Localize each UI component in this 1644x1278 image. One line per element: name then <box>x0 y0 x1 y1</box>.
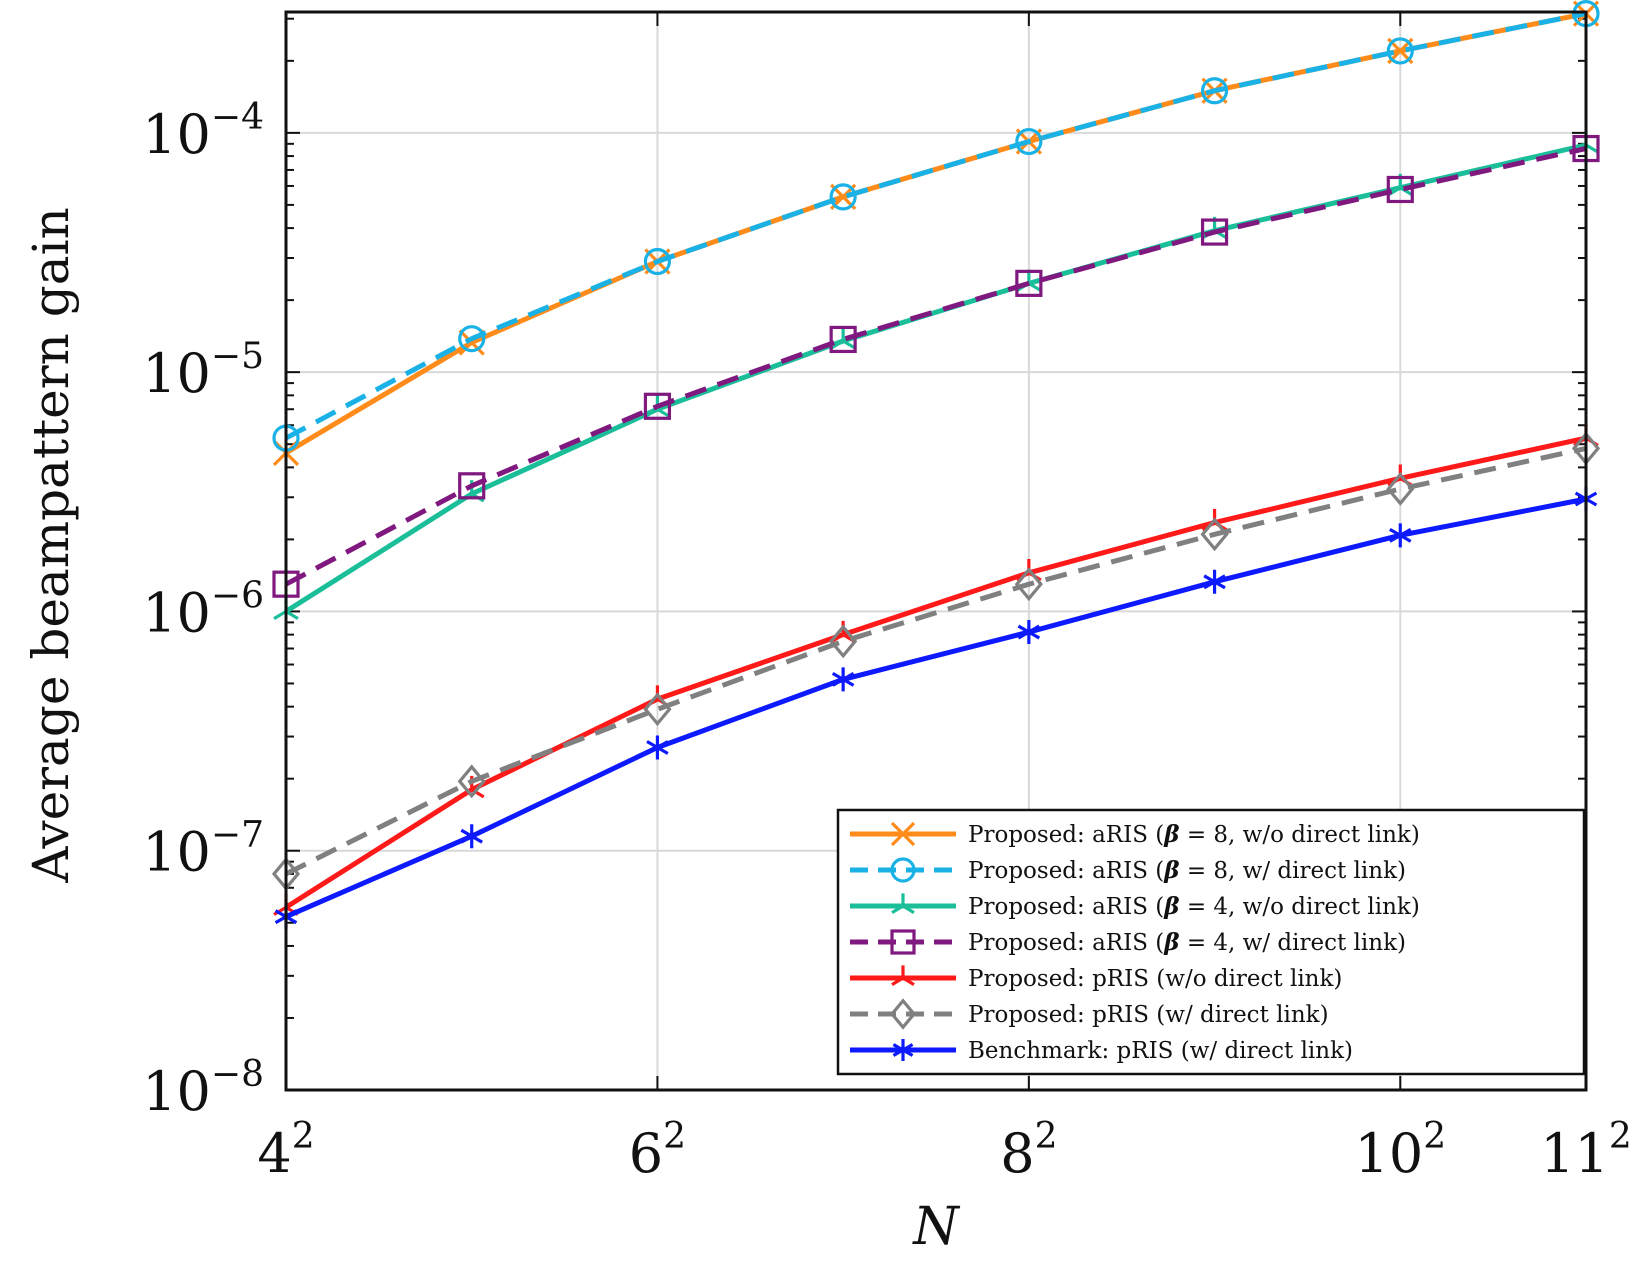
y-axis-label: Average beampattern gain <box>22 207 80 884</box>
data-point <box>1014 567 1043 602</box>
series-line <box>285 496 1587 919</box>
legend-marker <box>890 821 916 847</box>
legend-entry: Proposed: aRIS (β = 8, w/o direct link) <box>850 821 1420 848</box>
data-point <box>1200 77 1229 105</box>
legend-entry: Proposed: aRIS (β = 4, w/ direct link) <box>850 929 1406 956</box>
legend-label: Proposed: aRIS (β = 8, w/o direct link) <box>968 821 1420 848</box>
legend-marker <box>890 929 916 955</box>
data-point <box>458 325 486 353</box>
x-axis-label: N <box>911 1197 960 1257</box>
data-point <box>829 624 858 659</box>
y-tick-label: 10−8 <box>142 1054 264 1123</box>
series-line <box>284 435 1587 910</box>
y-tick-label: 10−6 <box>142 575 264 644</box>
legend-label: Benchmark: pRIS (w/ direct link) <box>968 1038 1353 1064</box>
data-point <box>1203 569 1226 594</box>
plot-area-border <box>284 10 1588 1092</box>
data-point <box>1386 472 1415 506</box>
data-point <box>1015 269 1043 297</box>
legend: Proposed: aRIS (β = 8, w/o direct link) P… <box>836 808 1586 1076</box>
data-point <box>1200 517 1229 552</box>
data-point <box>1386 175 1414 204</box>
legend-label: Proposed: aRIS (β = 4, w/o direct link) <box>968 893 1420 920</box>
y-tick-labels: 10−8 10−7 10−6 10−5 10−4 <box>142 97 264 1123</box>
x-tick-label: 112 <box>1540 1116 1632 1185</box>
data-point <box>829 325 857 354</box>
legend-label: Proposed: aRIS (β = 8, w/ direct link) <box>968 857 1406 884</box>
legend-box <box>836 808 1586 1076</box>
legend-marker <box>889 998 917 1030</box>
data-point <box>643 247 672 276</box>
series-line <box>284 146 1587 587</box>
x-tick-label: 82 <box>1000 1116 1057 1185</box>
data-point <box>460 824 483 849</box>
data-point <box>458 472 486 500</box>
legend-label: Proposed: pRIS (w/ direct link) <box>968 1002 1329 1028</box>
x-tick-label: 42 <box>257 1116 314 1185</box>
data-point <box>646 735 669 760</box>
legend-marker <box>891 893 915 914</box>
series-layer <box>271 0 1601 929</box>
legend-entry: Proposed: pRIS (w/o direct link) <box>850 965 1342 992</box>
legend-entry: Proposed: aRIS (β = 4, w/o direct link) <box>850 893 1420 920</box>
legend-label: Proposed: pRIS (w/o direct link) <box>968 966 1342 992</box>
legend-marker <box>892 1039 914 1061</box>
y-tick-label: 10−4 <box>142 97 264 166</box>
series-line <box>284 11 1587 441</box>
series-line <box>284 142 1587 614</box>
legend-marker <box>890 857 916 883</box>
y-tick-label: 10−7 <box>142 815 264 884</box>
legend-label: Proposed: aRIS (β = 4, w/ direct link) <box>968 929 1406 956</box>
x-tick-labels: 42 62 82 102 112 <box>257 1116 1631 1185</box>
series-line <box>284 11 1587 456</box>
data-point <box>1386 37 1414 65</box>
data-point <box>643 692 672 727</box>
legend-entry: Benchmark: pRIS (w/ direct link) <box>850 1038 1353 1064</box>
data-point <box>1200 218 1229 246</box>
data-point <box>1015 127 1043 156</box>
x-tick-label: 102 <box>1354 1116 1446 1185</box>
y-tick-label: 10−5 <box>142 336 264 405</box>
data-point <box>457 764 486 799</box>
x-tick-label: 62 <box>629 1116 686 1185</box>
legend-entry: Proposed: aRIS (β = 8, w/ direct link) <box>850 857 1406 884</box>
data-point <box>831 667 855 692</box>
data-point <box>643 392 672 420</box>
data-point <box>830 327 856 350</box>
legend-entry: Proposed: pRIS (w/ direct link) <box>850 998 1329 1030</box>
legend-marker <box>891 965 915 986</box>
data-point <box>1017 620 1041 645</box>
data-point <box>829 183 857 211</box>
series-line <box>284 445 1587 877</box>
data-point <box>1389 523 1412 548</box>
